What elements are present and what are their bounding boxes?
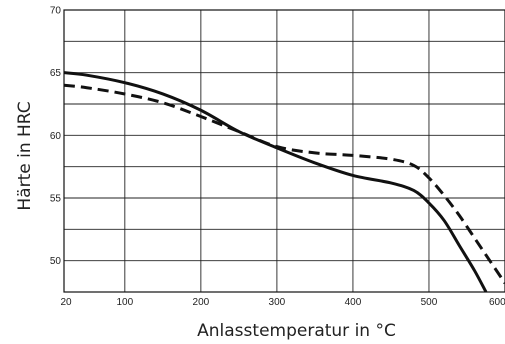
x-tick-label-300: 300	[269, 297, 286, 308]
series-layer	[64, 71, 505, 292]
x-axis-label: Anlasstemperatur in °C	[197, 321, 396, 341]
x-tick-label-500: 500	[421, 297, 438, 308]
y-tick-label-60: 60	[50, 131, 62, 142]
y-tick-label-70: 70	[50, 6, 62, 17]
series-line-solid	[64, 71, 488, 292]
x-tick-label-400: 400	[345, 297, 362, 308]
y-tick-label-65: 65	[50, 68, 62, 79]
x-tick-label-600: 600	[489, 297, 505, 308]
plot-frame	[63, 9, 505, 293]
y-tick-label-55: 55	[50, 194, 62, 205]
grid	[64, 10, 505, 292]
tick-labels: 20 100 200 300 400 500 600 50 55 60 65 70	[50, 6, 505, 309]
x-tick-label-200: 200	[193, 297, 210, 308]
series-line-dashed	[64, 83, 505, 285]
y-axis-label: Härte in HRC	[15, 101, 35, 210]
y-tick-label-50: 50	[50, 256, 62, 267]
x-tick-label-100: 100	[116, 297, 133, 308]
x-tick-label-20: 20	[60, 297, 72, 308]
